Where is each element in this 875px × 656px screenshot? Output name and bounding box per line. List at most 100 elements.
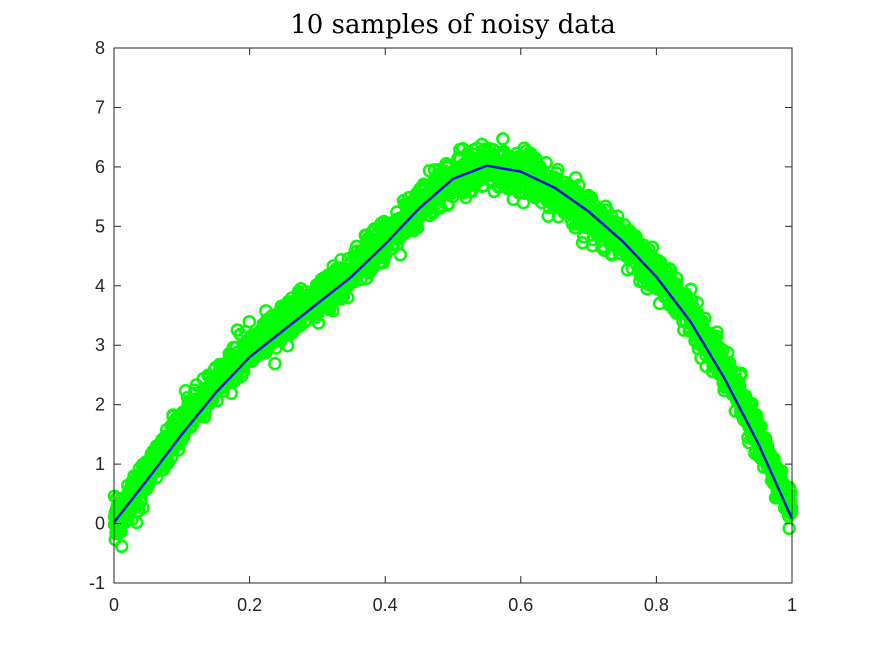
scatter-point xyxy=(170,413,184,427)
scatter-point xyxy=(422,163,437,178)
scatter-point xyxy=(496,146,511,161)
scatter-point xyxy=(568,220,582,235)
x-tick-label: 0.4 xyxy=(373,595,398,615)
scatter-point xyxy=(476,144,491,159)
scatter-point xyxy=(491,180,506,194)
scatter-points xyxy=(107,132,799,554)
y-tick-label: 5 xyxy=(95,216,105,236)
scatter-point xyxy=(378,249,393,263)
scatter-point xyxy=(294,282,308,296)
scatter-point xyxy=(226,359,240,373)
scatter-point xyxy=(527,187,542,202)
scatter-point xyxy=(453,142,467,157)
scatter-point xyxy=(684,303,698,318)
scatter-point xyxy=(432,199,446,214)
y-tick-label: 8 xyxy=(95,38,105,58)
x-tick-label: 1 xyxy=(787,595,797,615)
scatter-point xyxy=(217,377,232,392)
fit-line xyxy=(113,164,794,524)
chart-title: 10 samples of noisy data xyxy=(290,10,615,40)
scatter-point xyxy=(190,395,205,409)
scatter-point xyxy=(738,390,752,404)
y-tick-label: 7 xyxy=(95,97,105,117)
scatter-point xyxy=(709,359,724,374)
scatter-point xyxy=(257,336,271,351)
scatter-point xyxy=(409,191,423,205)
scatter-point xyxy=(540,169,555,183)
scatter-point xyxy=(198,387,213,401)
scatter-point xyxy=(499,154,514,169)
scatter-point xyxy=(524,184,538,198)
x-tick-label: 0.6 xyxy=(508,595,533,615)
axes-box xyxy=(113,47,793,584)
scatter-point xyxy=(284,291,299,305)
x-tick-label: 0.2 xyxy=(237,595,262,615)
y-tick-label: 2 xyxy=(95,395,105,415)
y-tick-label: 1 xyxy=(95,454,105,474)
scatter-point xyxy=(219,357,233,372)
scatter-point xyxy=(303,294,317,309)
scatter-point xyxy=(441,198,455,212)
y-tick-label: -1 xyxy=(89,573,105,593)
scatter-point xyxy=(506,179,521,193)
scatter-point xyxy=(178,412,193,427)
scatter-point xyxy=(440,158,455,173)
scatter-point xyxy=(423,208,437,223)
scatter-point xyxy=(461,150,476,164)
scatter-point xyxy=(276,308,290,323)
scatter-point xyxy=(575,236,590,250)
scatter-point xyxy=(775,488,789,502)
scatter-point xyxy=(710,325,724,339)
y-tick-label: 6 xyxy=(95,157,105,177)
scatter-point xyxy=(322,299,337,314)
scatter-point xyxy=(160,432,175,447)
scatter-point xyxy=(464,184,479,199)
fit-line-layer xyxy=(113,164,794,524)
scatter-point xyxy=(114,539,129,554)
scatter-point xyxy=(522,168,537,182)
scatter-point xyxy=(268,356,282,371)
scatter-point xyxy=(633,249,648,264)
scatter-point xyxy=(513,150,528,165)
scatter-point xyxy=(623,242,637,257)
scatter-point xyxy=(754,419,768,434)
scatter-point xyxy=(308,310,323,325)
scatter-point xyxy=(183,413,198,428)
scatter-point xyxy=(540,194,555,208)
scatter-point xyxy=(551,162,565,177)
scatter-point xyxy=(782,521,796,536)
scatter-point xyxy=(755,443,769,457)
scatter-point xyxy=(260,319,274,334)
scatter-point xyxy=(242,314,257,329)
y-tick-label: 3 xyxy=(95,335,105,355)
scatter-point xyxy=(210,394,224,408)
scatter-point xyxy=(291,314,306,328)
scatter-point xyxy=(569,170,583,185)
scatter-point xyxy=(224,386,238,400)
scatter-point xyxy=(310,285,324,299)
scatter-point xyxy=(230,323,245,337)
scatter-point xyxy=(641,260,656,275)
scatter-point xyxy=(760,456,775,470)
scatter-point xyxy=(143,451,158,465)
scatter-point xyxy=(127,469,141,484)
scatter-point xyxy=(375,231,390,246)
scatter-point xyxy=(341,272,356,286)
scatter-point xyxy=(109,526,123,541)
scatter-point xyxy=(275,303,289,318)
scatter-point xyxy=(392,220,407,235)
y-tick-label: 4 xyxy=(95,276,105,296)
scatter-point xyxy=(430,178,444,192)
scatter-point xyxy=(126,489,140,504)
scatter-point xyxy=(247,344,262,358)
scatter-point xyxy=(424,177,439,191)
x-tick-label: 0.8 xyxy=(644,595,669,615)
scatter-point xyxy=(496,132,510,146)
scatter-point xyxy=(269,331,284,345)
scatter-point xyxy=(551,198,566,213)
scatter-point xyxy=(662,283,676,297)
scatter-point xyxy=(593,203,607,217)
scatter-point xyxy=(196,371,211,386)
